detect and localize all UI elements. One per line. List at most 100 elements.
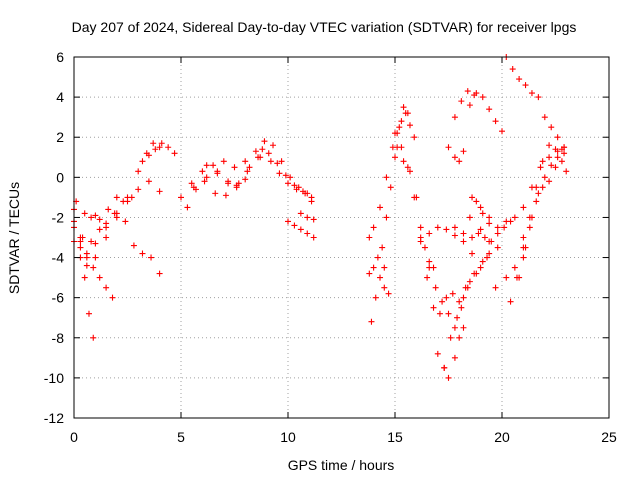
data-point <box>400 158 407 165</box>
x-tick-label: 15 <box>387 429 403 445</box>
data-point <box>561 150 568 157</box>
data-point <box>392 154 398 161</box>
series-track-25 <box>466 198 499 291</box>
data-point <box>96 226 103 233</box>
data-point <box>430 304 437 311</box>
data-point <box>424 274 431 281</box>
data-point <box>469 234 476 241</box>
data-point <box>77 244 84 251</box>
data-point <box>276 170 283 177</box>
series-track-24 <box>451 194 527 281</box>
data-point <box>554 154 561 161</box>
series-track-14 <box>366 110 418 241</box>
data-point <box>546 154 553 161</box>
data-point <box>443 226 450 233</box>
data-point <box>377 274 384 281</box>
data-point <box>447 334 454 341</box>
data-point <box>231 164 238 171</box>
data-point <box>255 154 262 161</box>
data-point <box>511 214 518 221</box>
data-point <box>139 158 146 165</box>
data-point <box>203 174 210 181</box>
data-point <box>451 324 458 331</box>
data-point <box>404 164 411 171</box>
data-point <box>451 354 458 361</box>
data-point <box>96 216 103 223</box>
y-tick-label: 6 <box>56 49 64 65</box>
data-point <box>85 310 92 317</box>
data-point <box>145 178 152 185</box>
x-tick-label: 25 <box>601 429 617 445</box>
data-point <box>366 270 373 277</box>
data-point <box>451 114 458 121</box>
data-point <box>539 184 546 191</box>
data-point <box>451 224 458 231</box>
data-point <box>561 144 568 151</box>
data-point <box>103 234 110 241</box>
data-point <box>178 194 184 201</box>
data-point <box>156 144 163 151</box>
series-track-22 <box>434 250 493 371</box>
data-point <box>479 94 486 101</box>
data-point <box>295 184 302 191</box>
series-track-23 <box>441 324 467 381</box>
y-tick-label: -6 <box>52 290 65 306</box>
data-point <box>252 148 259 155</box>
data-point <box>460 230 467 237</box>
grid <box>74 57 609 418</box>
data-point <box>554 134 561 141</box>
data-point <box>372 294 379 301</box>
x-tick-label: 20 <box>494 429 510 445</box>
data-point <box>83 254 90 261</box>
series-track-9 <box>184 150 315 211</box>
series-track-27 <box>451 88 478 121</box>
data-point <box>267 158 274 165</box>
data-point <box>265 150 272 157</box>
data-point <box>533 184 540 191</box>
series-track-19 <box>394 144 437 271</box>
data-point <box>441 364 448 371</box>
data-point <box>494 230 501 237</box>
series-track-33 <box>541 114 568 151</box>
data-point <box>128 194 135 201</box>
axes: 0 5 10 15 20 25 -12 -10 -8 -6 -4 -2 0 2 4 6 <box>44 49 617 445</box>
data-point <box>261 138 268 145</box>
data-point <box>460 324 467 331</box>
data-point <box>148 254 155 261</box>
data-point <box>507 298 514 305</box>
data-point <box>111 210 118 217</box>
data-point <box>259 146 266 153</box>
data-point <box>492 118 499 125</box>
data-point <box>310 216 317 223</box>
series-track-12 <box>285 218 317 241</box>
data-point <box>310 234 317 241</box>
y-tick-label: -2 <box>52 209 65 225</box>
data-point <box>434 350 441 357</box>
data-point <box>297 210 304 217</box>
data-point <box>466 278 473 285</box>
data-point <box>370 224 377 231</box>
y-tick-label: -12 <box>44 410 64 426</box>
data-point <box>535 190 542 197</box>
data-point <box>503 274 510 281</box>
series-track-17 <box>381 284 392 297</box>
data-point <box>473 90 480 97</box>
series-track-4 <box>71 224 116 301</box>
data-point <box>460 148 467 155</box>
data-point <box>203 162 210 169</box>
data-point <box>90 264 97 271</box>
data-point <box>381 264 388 271</box>
data-point <box>304 190 311 197</box>
chart-title: Day 207 of 2024, Sidereal Day-to-day VTE… <box>72 19 577 35</box>
data-point <box>90 334 97 341</box>
y-tick-label: -10 <box>44 370 64 386</box>
data-point <box>466 102 473 109</box>
y-tick-label: -4 <box>52 250 65 266</box>
data-point <box>458 98 465 105</box>
data-point <box>494 224 501 231</box>
data-point <box>449 290 456 297</box>
data-point <box>464 88 471 95</box>
data-point <box>77 234 84 241</box>
data-point <box>439 298 446 305</box>
data-point <box>274 160 281 167</box>
